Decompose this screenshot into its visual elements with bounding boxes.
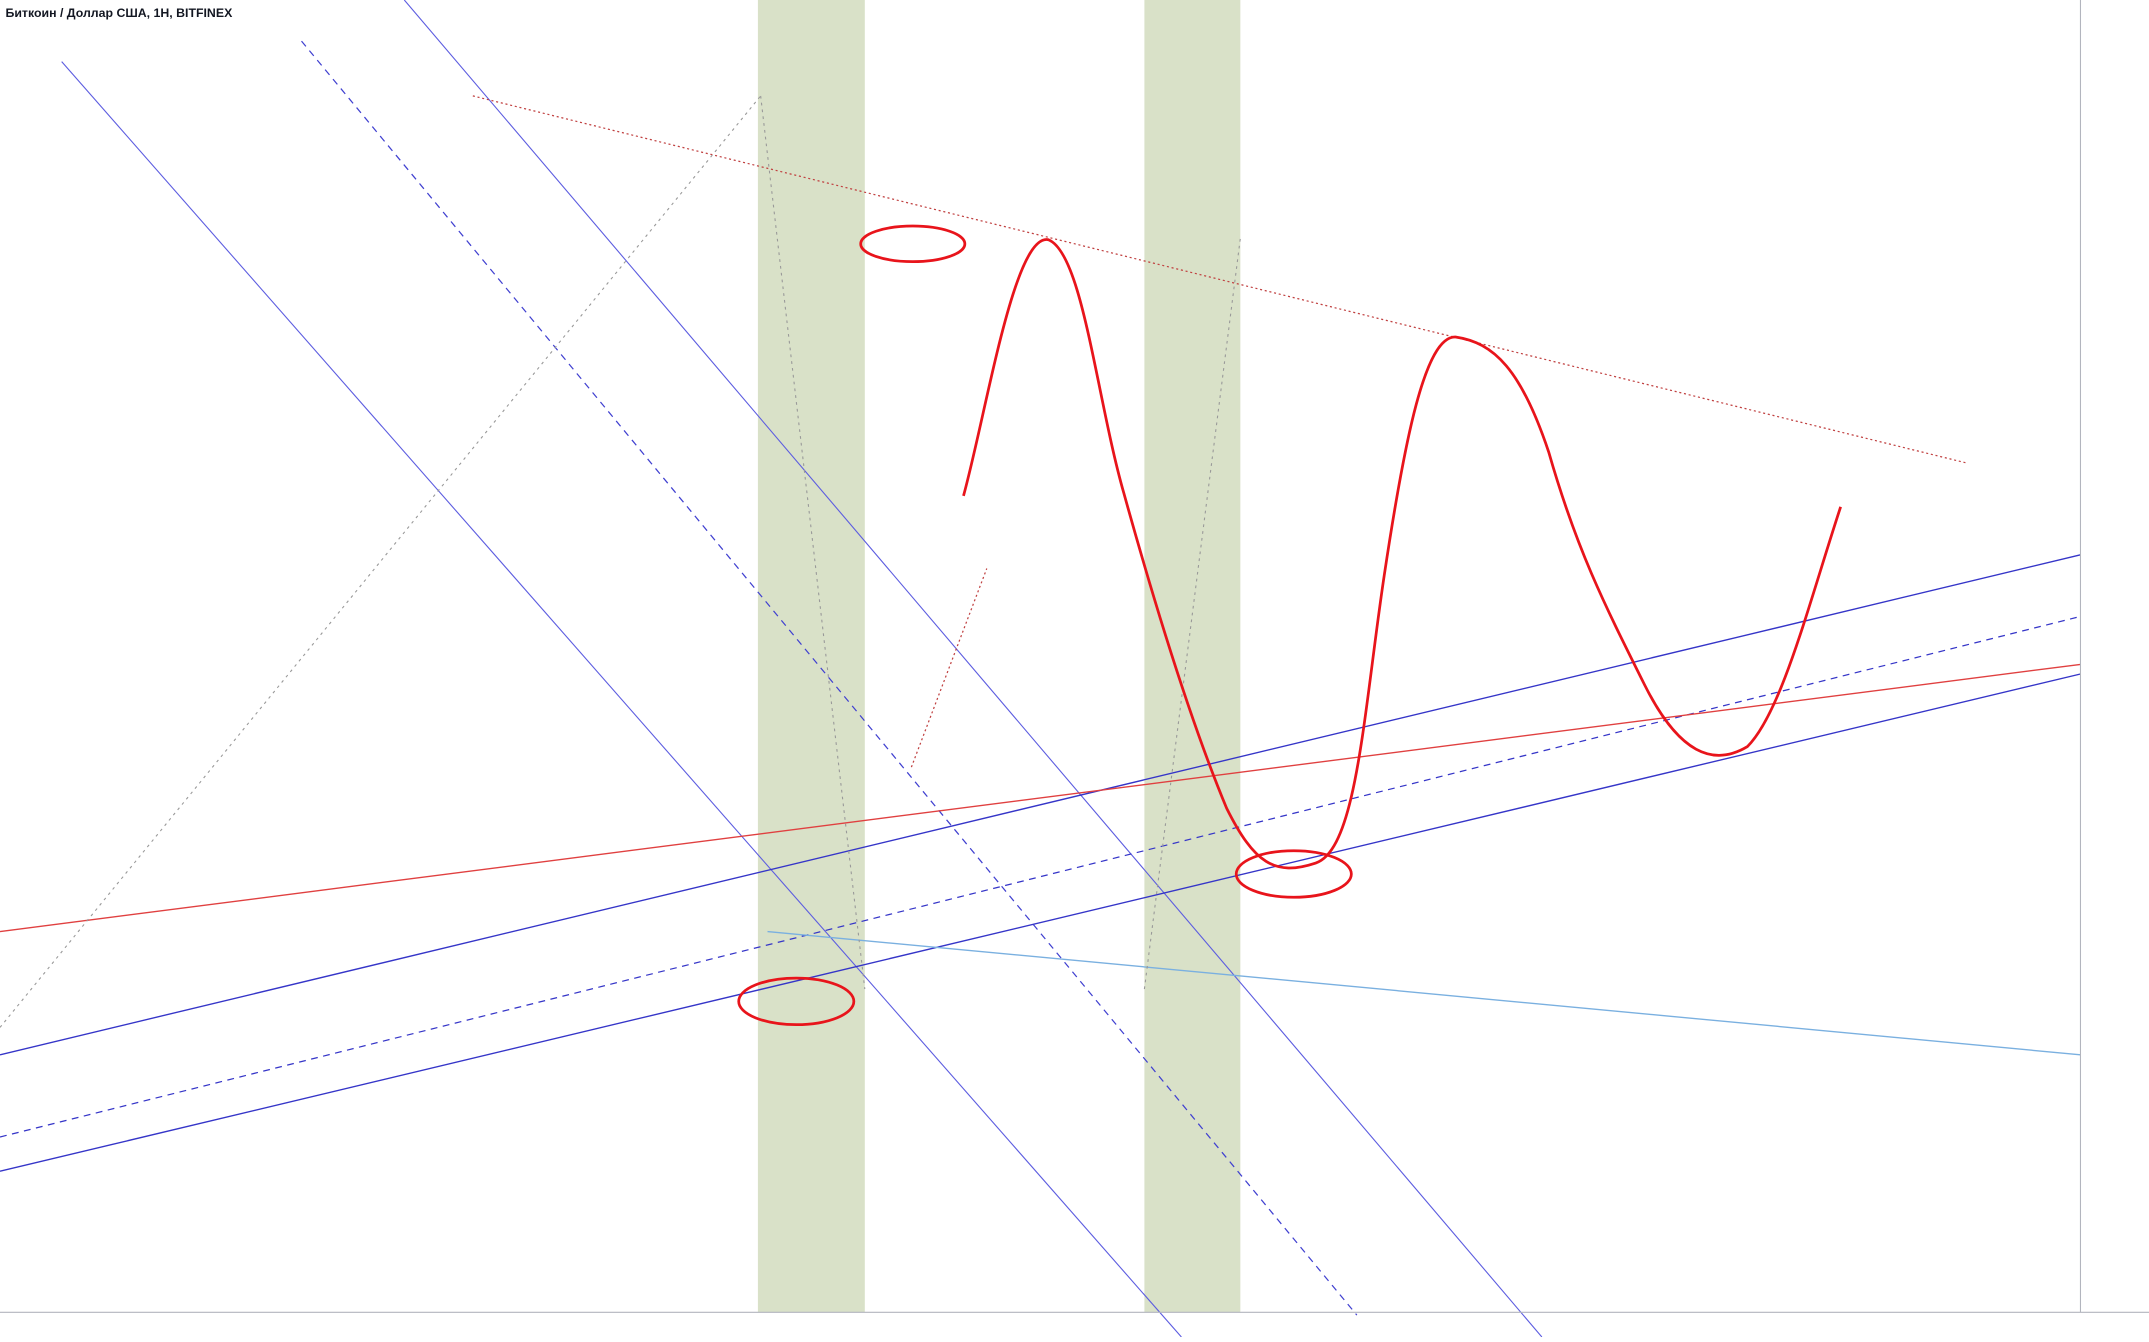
trendline xyxy=(61,61,1182,1338)
time-band xyxy=(757,0,865,1313)
trendline xyxy=(0,673,2081,1172)
trendline xyxy=(1143,238,1241,990)
highlight-ellipse xyxy=(1234,849,1353,899)
hand-drawing xyxy=(737,224,1842,1027)
forecast-curve xyxy=(962,238,1842,870)
trendlines xyxy=(0,0,2081,1338)
trendline xyxy=(301,40,1358,1316)
time-band xyxy=(1144,0,1241,1313)
trendline xyxy=(767,930,2081,1056)
highlight-ellipse xyxy=(859,224,967,264)
chart-title: Биткоин / Доллар США, 1Н, BITFINEX xyxy=(5,6,233,20)
trendline xyxy=(0,554,2081,1056)
trendline xyxy=(472,95,1967,464)
trendline xyxy=(0,663,2081,933)
trendline xyxy=(910,568,988,768)
price-axis xyxy=(2080,0,2149,1337)
trendline xyxy=(403,0,1543,1338)
trendline xyxy=(0,95,762,1028)
highlight-ellipse xyxy=(737,976,856,1027)
